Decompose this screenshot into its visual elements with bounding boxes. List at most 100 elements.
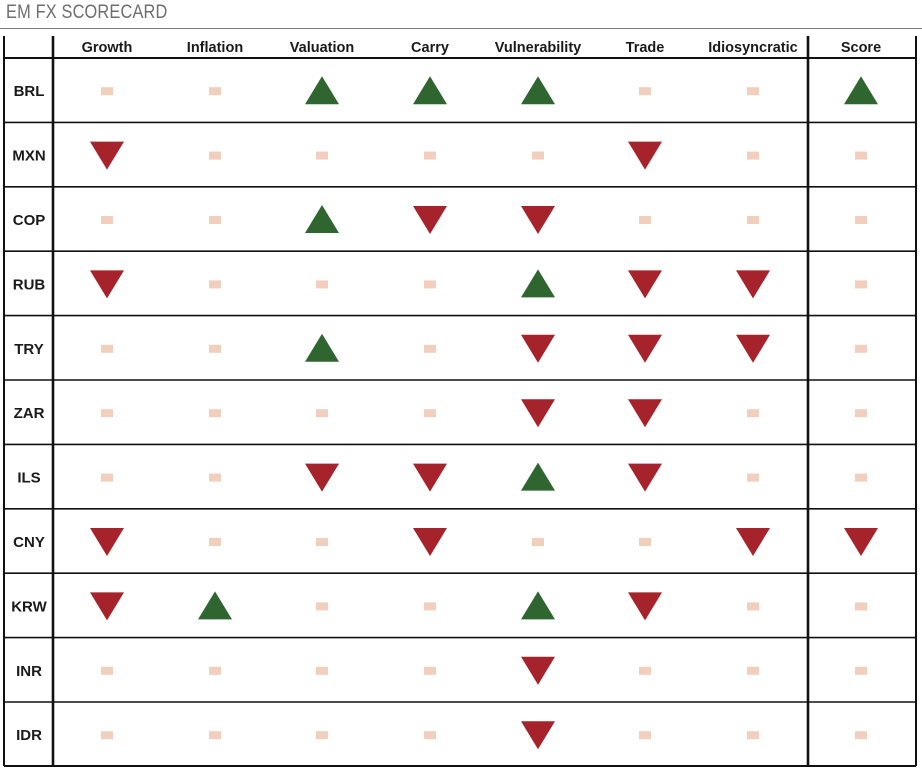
signal-down-rub-idiosyncratic	[736, 270, 770, 299]
row-label-zar: ZAR	[14, 405, 45, 422]
signal-neutral-try-inflation	[209, 344, 221, 353]
signal-up-cop-valuation	[305, 205, 339, 233]
signal-neutral-inr-carry	[424, 666, 436, 675]
row-label-inr: INR	[16, 663, 42, 680]
signal-up-krw-vulnerability	[521, 591, 555, 620]
signal-down-try-idiosyncratic	[736, 334, 770, 363]
column-header-idiosyncratic: Idiosyncratic	[708, 40, 797, 56]
signal-down-rub-trade	[628, 270, 662, 299]
signal-neutral-cny-vulnerability	[532, 538, 544, 546]
signal-neutral-inr-growth	[101, 666, 113, 675]
signal-neutral-try-score	[855, 344, 867, 353]
signal-down-idr-vulnerability	[521, 721, 555, 750]
signal-neutral-zar-inflation	[209, 409, 221, 418]
title-rule	[0, 28, 922, 29]
row-label-mxn: MXN	[12, 148, 45, 165]
signal-neutral-cop-trade	[639, 216, 651, 224]
signal-neutral-cop-growth	[101, 216, 113, 224]
signal-neutral-mxn-carry	[424, 151, 436, 160]
row-label-cny: CNY	[13, 534, 45, 551]
signal-down-krw-growth	[90, 592, 124, 621]
signal-down-cop-carry	[413, 206, 447, 234]
signal-down-cny-carry	[413, 528, 447, 556]
signal-neutral-ils-score	[855, 473, 867, 482]
signal-neutral-rub-carry	[424, 280, 436, 289]
signal-down-try-vulnerability	[521, 334, 555, 363]
signal-neutral-idr-score	[855, 731, 867, 740]
signal-down-mxn-trade	[628, 141, 662, 170]
signal-neutral-inr-trade	[639, 666, 651, 675]
signal-neutral-idr-valuation	[316, 731, 328, 740]
signal-down-rub-growth	[90, 270, 124, 299]
signal-down-cny-growth	[90, 528, 124, 556]
signal-neutral-krw-idiosyncratic	[747, 602, 759, 611]
signal-neutral-idr-inflation	[209, 731, 221, 740]
signal-neutral-rub-valuation	[316, 280, 328, 289]
signal-neutral-mxn-valuation	[316, 151, 328, 160]
signal-neutral-inr-score	[855, 666, 867, 675]
signal-up-krw-inflation	[198, 591, 232, 620]
signal-up-brl-valuation	[305, 76, 339, 105]
signal-up-ils-vulnerability	[521, 462, 555, 491]
row-label-try: TRY	[14, 341, 43, 358]
signal-neutral-cny-valuation	[316, 538, 328, 546]
signal-neutral-try-carry	[424, 344, 436, 353]
column-header-inflation: Inflation	[187, 40, 243, 56]
row-label-idr: IDR	[16, 727, 42, 744]
signal-neutral-try-growth	[101, 344, 113, 353]
signal-up-rub-vulnerability	[521, 269, 555, 298]
signal-neutral-zar-valuation	[316, 409, 328, 418]
column-header-growth: Growth	[82, 40, 133, 56]
row-label-rub: RUB	[13, 276, 46, 293]
signal-neutral-zar-carry	[424, 409, 436, 418]
signal-down-zar-trade	[628, 399, 662, 428]
column-header-vulnerability: Vulnerability	[495, 40, 581, 56]
signal-down-try-trade	[628, 334, 662, 363]
signal-down-inr-vulnerability	[521, 656, 555, 685]
signal-neutral-inr-inflation	[209, 666, 221, 675]
signal-down-ils-valuation	[305, 463, 339, 492]
signal-neutral-krw-carry	[424, 602, 436, 611]
column-header-trade: Trade	[626, 40, 665, 56]
signal-down-krw-trade	[628, 592, 662, 621]
signal-up-brl-vulnerability	[521, 76, 555, 105]
signal-neutral-idr-idiosyncratic	[747, 731, 759, 740]
signal-neutral-zar-growth	[101, 409, 113, 418]
signal-neutral-cny-trade	[639, 538, 651, 546]
signal-neutral-mxn-inflation	[209, 151, 221, 160]
signal-neutral-ils-growth	[101, 473, 113, 482]
row-label-brl: BRL	[14, 83, 45, 100]
signal-neutral-rub-inflation	[209, 280, 221, 289]
signal-down-mxn-growth	[90, 141, 124, 170]
signal-neutral-ils-idiosyncratic	[747, 473, 759, 482]
signal-neutral-rub-score	[855, 280, 867, 289]
row-label-ils: ILS	[17, 470, 40, 487]
column-header-carry: Carry	[411, 40, 449, 56]
signal-neutral-krw-score	[855, 602, 867, 611]
signal-neutral-idr-carry	[424, 731, 436, 740]
signal-neutral-brl-trade	[639, 87, 651, 96]
signal-down-zar-vulnerability	[521, 399, 555, 428]
signal-neutral-cop-inflation	[209, 216, 221, 224]
row-label-krw: KRW	[11, 598, 47, 615]
signal-neutral-mxn-idiosyncratic	[747, 151, 759, 160]
signal-neutral-cop-idiosyncratic	[747, 216, 759, 224]
signal-neutral-brl-idiosyncratic	[747, 87, 759, 96]
signal-up-brl-carry	[413, 76, 447, 105]
column-header-valuation: Valuation	[290, 40, 354, 56]
chart-title: EM FX SCORECARD	[6, 2, 168, 23]
signal-down-cop-vulnerability	[521, 206, 555, 234]
signal-neutral-brl-inflation	[209, 87, 221, 96]
signal-neutral-mxn-vulnerability	[532, 151, 544, 160]
signal-up-brl-score	[844, 76, 878, 105]
column-header-score: Score	[841, 40, 881, 56]
signal-neutral-cop-score	[855, 216, 867, 224]
row-label-cop: COP	[13, 212, 46, 229]
signal-down-cny-idiosyncratic	[736, 528, 770, 556]
signal-down-cny-score	[844, 528, 878, 556]
signal-down-ils-trade	[628, 463, 662, 492]
signal-neutral-krw-valuation	[316, 602, 328, 611]
signal-neutral-cny-inflation	[209, 538, 221, 546]
signal-neutral-mxn-score	[855, 151, 867, 160]
